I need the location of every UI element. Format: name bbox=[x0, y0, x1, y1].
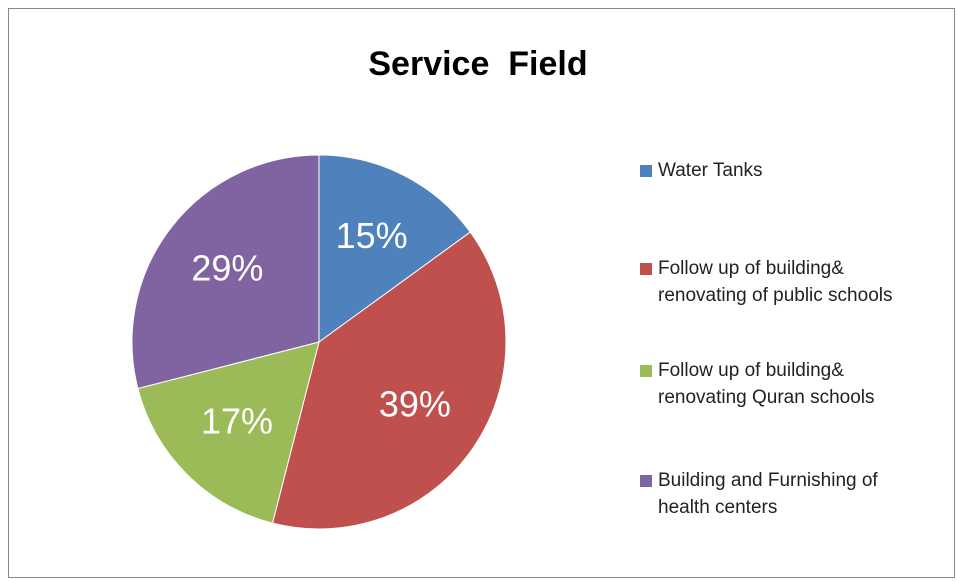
data-label: 15% bbox=[336, 215, 408, 256]
legend-item: Follow up of building& renovating of pub… bbox=[640, 255, 920, 309]
legend-item: Water Tanks bbox=[640, 157, 920, 184]
data-label: 17% bbox=[201, 400, 273, 441]
data-label: 29% bbox=[191, 247, 263, 288]
data-label: 39% bbox=[379, 384, 451, 425]
pie-slice bbox=[271, 231, 507, 530]
legend-swatch bbox=[640, 263, 652, 275]
pie-slice bbox=[137, 341, 320, 524]
legend-label: Follow up of building& renovating of pub… bbox=[658, 258, 893, 306]
pie-slice bbox=[318, 154, 471, 343]
legend-swatch bbox=[640, 475, 652, 487]
legend-swatch bbox=[640, 165, 652, 177]
legend-item: Building and Furnishing of health center… bbox=[640, 467, 920, 521]
legend-label: Building and Furnishing of health center… bbox=[658, 470, 878, 518]
pie-slice bbox=[131, 154, 320, 390]
legend-item: Follow up of building& renovating Quran … bbox=[640, 357, 920, 411]
legend-swatch bbox=[640, 365, 652, 377]
legend-label: Water Tanks bbox=[658, 160, 763, 181]
legend-label: Follow up of building& renovating Quran … bbox=[658, 360, 875, 408]
chart-title: Service Field bbox=[368, 45, 587, 83]
